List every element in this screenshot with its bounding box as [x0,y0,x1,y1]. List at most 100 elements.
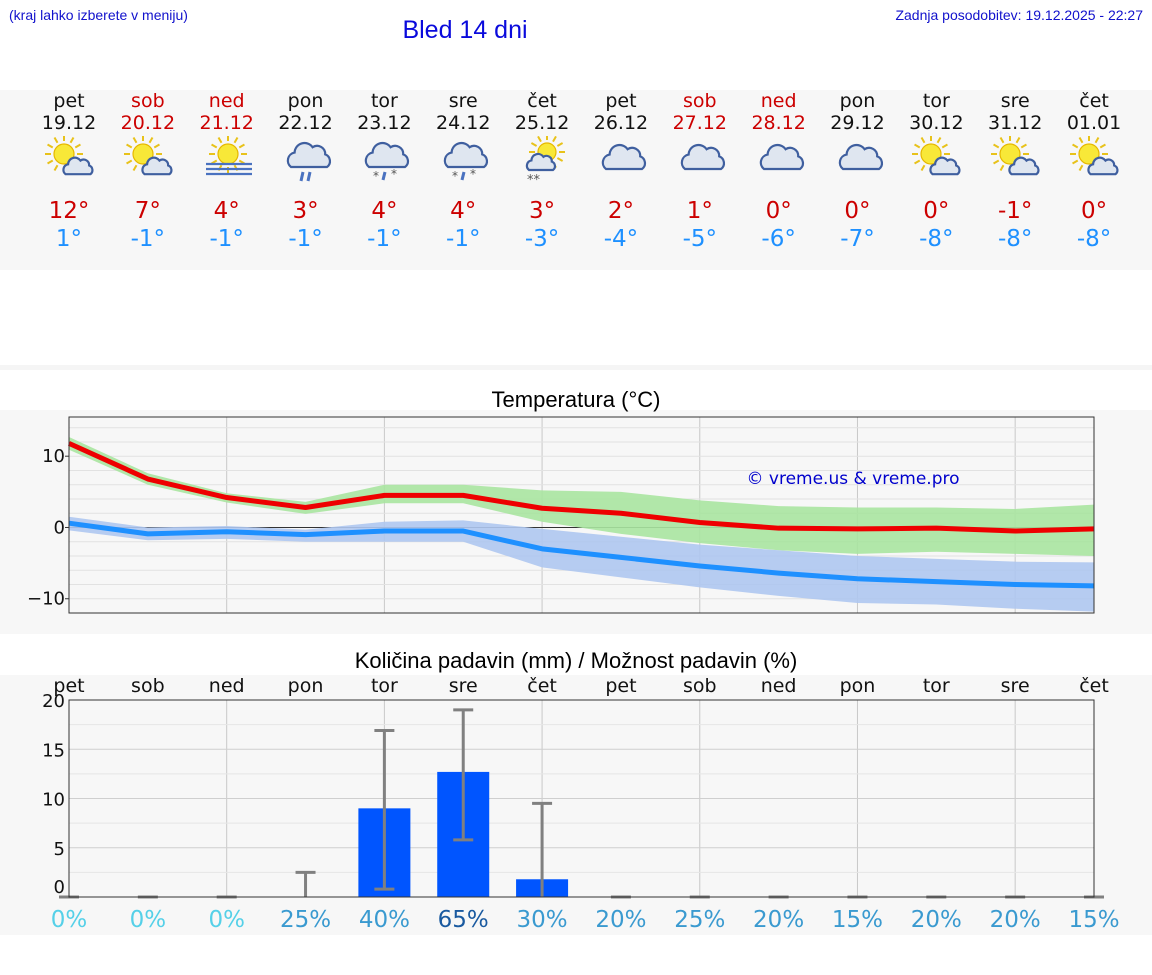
precip-probability: 20% [911,907,962,933]
precip-chart-title: Količina padavin (mm) / Možnost padavin … [354,648,798,673]
max-temp: 1° [686,198,713,224]
day-date: 23.12 [357,112,412,134]
forecast-day: pet 19.12 12° 1° [30,90,108,270]
svg-text:*: * [373,169,379,183]
max-temp: 3° [292,198,319,224]
watermark: © vreme.us & vreme.pro [746,469,959,489]
forecast-day: pon 22.12 3° -1° [267,90,345,270]
forecast-day: pon 29.12 0° -7° [819,90,897,270]
y-tick-label: 10 [42,446,65,467]
day-date: 19.12 [41,112,97,134]
precip-probability: 65% [438,907,489,933]
max-temp: 3° [529,198,556,224]
svg-text:*: * [470,167,476,181]
min-temp: -3° [524,226,560,252]
day-name: sre [1000,90,1030,112]
forecast-day: čet 25.12 ** 3° -3° [503,90,581,270]
min-temp: -8° [919,226,954,252]
max-temp: 0° [1080,198,1108,224]
max-temp: 0° [844,198,871,224]
y-tick-label: 5 [54,839,65,860]
day-date: 22.12 [278,112,333,134]
rain-cloud-icon [286,141,331,182]
max-temp: 2° [607,198,634,224]
forecast-day: tor 30.12 0° -8° [897,90,975,270]
cloud-icon [759,143,804,171]
day-date: 29.12 [830,112,885,134]
day-name: čet [1079,90,1109,112]
cloud-icon [838,143,883,171]
last-update: Zadnja posodobitev: 19.12.2025 - 22:27 [895,7,1143,23]
sun-snow-cloud-icon: ** [525,136,566,184]
x-day-label: ned [209,675,245,697]
sun-cloud-icon [123,136,173,176]
x-day-label: sob [683,675,717,697]
y-tick-label: 0 [54,877,65,898]
forecast-day: sre 24.12 * * 4° -1° [424,90,502,270]
x-day-label: čet [527,675,557,697]
min-temp: -1° [367,226,402,252]
precip-probability: 30% [517,907,568,933]
day-date: 01.01 [1066,112,1122,134]
plot-frame [68,699,1095,898]
y-tick-label: 0 [54,517,65,538]
min-temp: -8° [997,226,1033,252]
min-temp: -1° [446,226,481,252]
precip-probability: 0% [208,907,245,933]
forecast-band [0,90,1152,270]
page-title: Bled 14 dni [402,16,528,44]
day-date: 30.12 [909,112,964,134]
precip-probability: 20% [990,907,1041,933]
temperature-chart-title: Temperatura (°C) [491,387,661,412]
min-temp: -1° [130,226,166,252]
precip-probability: 15% [832,907,883,933]
sun-cloud-icon [45,136,94,176]
day-name: sob [683,90,717,112]
region-note[interactable]: (kraj lahko izberete v meniju) [9,7,188,23]
forecast-day: tor 23.12 * * 4° -1° [345,90,423,270]
precip-probability: 25% [674,907,725,933]
y-tick-label: −10 [27,589,65,610]
forecast-day: pet 26.12 2° -4° [582,90,660,270]
svg-text:*: * [452,169,458,183]
max-temp: 12° [48,198,90,224]
precip-probability: 25% [280,907,331,933]
x-day-label: sre [1001,675,1030,697]
min-temp: -5° [682,226,718,252]
precip-probability: 40% [359,907,410,933]
min-temp: -1° [209,226,244,252]
sun-cloud-icon [912,136,961,176]
svg-text:**: ** [527,173,541,184]
plot-frame [68,416,1095,614]
forecast-day: ned 28.12 0° -6° [740,90,818,270]
x-day-label: čet [1079,675,1109,697]
x-day-label: ned [761,675,797,697]
sleet-cloud-icon: * * [444,141,489,183]
min-temp-line [68,520,1095,589]
day-date: 20.12 [120,112,176,134]
day-name: ned [760,90,797,112]
x-day-label: sob [131,675,165,697]
day-name: pon [287,90,324,112]
y-tick-label: 20 [42,691,65,712]
x-day-label: sre [449,675,478,697]
precip-probability: 20% [595,907,646,933]
min-temp: -8° [1076,226,1112,252]
day-name: tor [922,90,950,112]
precip-probability: 0% [130,907,167,933]
max-temp: 7° [134,198,161,224]
x-day-label: pon [288,675,324,697]
x-day-label: pet [53,675,84,697]
day-name: pet [53,90,85,112]
min-temp: -1° [288,226,323,252]
sleet-cloud-icon: * * [365,141,410,183]
temperature-chart: 10 0 −10 © vreme.us & vreme.pro [27,416,1095,614]
max-temp: 4° [213,198,240,224]
x-day-label: pon [840,675,876,697]
day-date: 21.12 [199,112,254,134]
forecast-day: sre 31.12 -1° -8° [976,90,1054,270]
x-day-label: pet [605,675,636,697]
precipitation-chart: 20 15 10 5 0 pet sob ned pon tor sre čet pet sob ned po… [42,675,1119,933]
sun-cloud-icon [1070,136,1119,176]
max-temp: 0° [923,198,950,224]
